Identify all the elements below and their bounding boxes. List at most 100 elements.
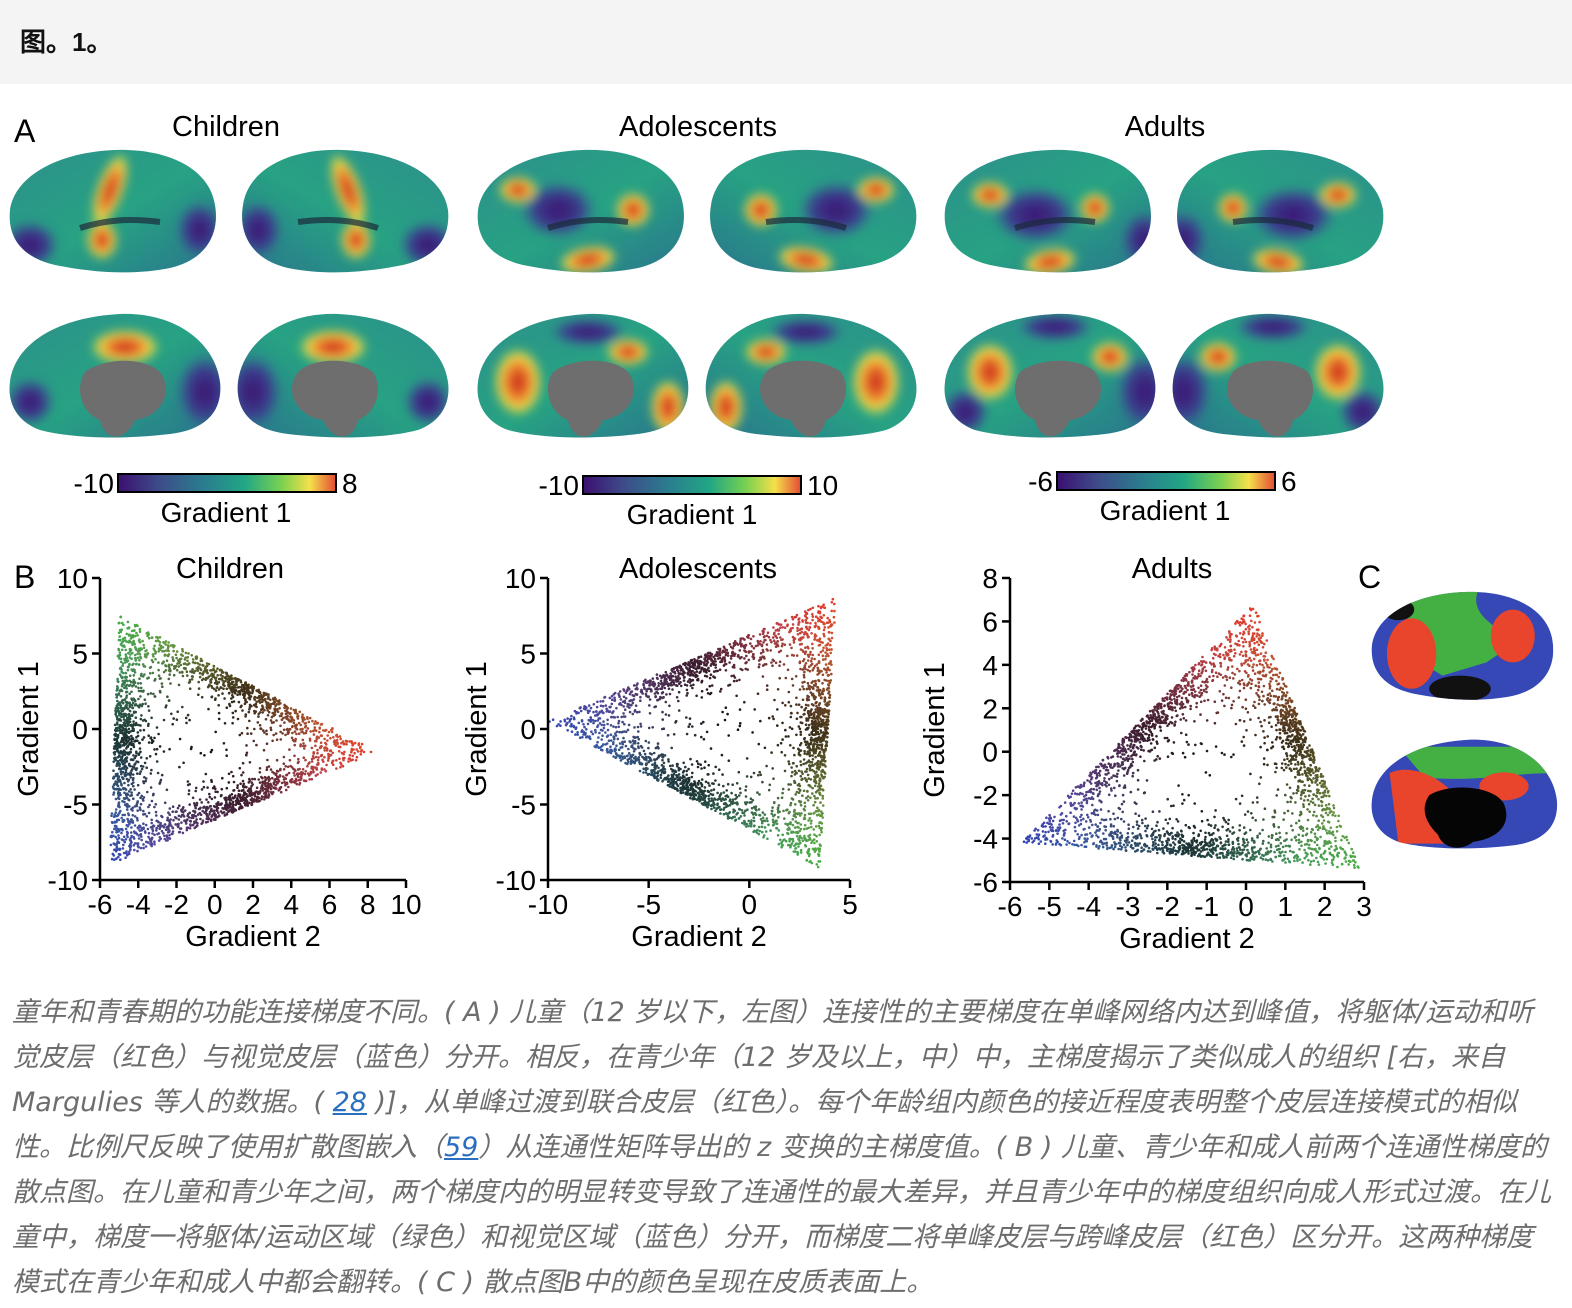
scatter-point (679, 681, 682, 684)
scatter-point (133, 788, 136, 791)
scatter-point (156, 832, 159, 836)
scatter-point (287, 785, 290, 789)
scatter-point (118, 651, 122, 654)
scatter-point (175, 816, 178, 820)
scatter-point (182, 666, 186, 670)
scatter-point (248, 719, 251, 723)
scatter-point (777, 650, 781, 654)
scatter-point (319, 741, 323, 744)
scatter-point (132, 683, 136, 687)
scatter-point (795, 613, 799, 617)
scatter-point (286, 727, 289, 731)
scatter-point (803, 805, 807, 808)
scatter-point (789, 704, 793, 708)
scatter-point (299, 744, 302, 748)
scatter-point (732, 644, 736, 647)
scatter-point (223, 722, 227, 725)
scatter-point (642, 767, 645, 771)
scatter-point (268, 786, 272, 789)
x-tick-label: 4 (283, 889, 299, 920)
scatter-point (716, 803, 719, 807)
scatter-point (637, 730, 640, 733)
scatter-point (771, 767, 774, 770)
scatter-point (733, 652, 737, 656)
scatter-point (115, 842, 119, 845)
scatter-point (803, 740, 807, 743)
scatter-point (131, 809, 134, 812)
scatter-point (741, 821, 744, 825)
scatter-point (795, 764, 798, 768)
scatter-point (803, 670, 806, 674)
scatter-point (786, 832, 790, 835)
scatter-point (150, 768, 153, 772)
scatter-point (369, 750, 373, 754)
y-axis-label: Gradient 1 (13, 661, 45, 796)
scatter-point (299, 778, 302, 782)
scatter-point (656, 698, 659, 702)
scatter-point (743, 814, 746, 817)
scatter-point (703, 789, 707, 793)
scatter-point (165, 788, 169, 792)
scatter-point (127, 736, 131, 739)
scatter-point (245, 751, 249, 755)
scatter-point (812, 704, 815, 707)
scatter-point (293, 730, 297, 733)
scatter-point (256, 696, 260, 700)
scatter-point (585, 728, 588, 731)
scatter-point (110, 812, 114, 815)
scatter-point (236, 717, 240, 721)
scatter-point (146, 827, 150, 831)
scatter-point (817, 644, 821, 647)
scatter-point (267, 693, 270, 696)
scatter-point (150, 818, 153, 822)
scatter-point (136, 844, 140, 848)
scatter-point (765, 764, 768, 768)
scatter-point (132, 784, 135, 788)
scatter-point (230, 793, 234, 796)
scatter-point (232, 789, 235, 792)
scatter-point (656, 756, 660, 759)
scatter-point (245, 753, 248, 757)
scatter-point (670, 779, 674, 782)
scatter-point (699, 789, 702, 793)
scatter-point (289, 764, 292, 768)
scatter-point (114, 709, 117, 712)
scatter-point (738, 808, 742, 811)
scatter-point (189, 824, 192, 827)
scatter-point (175, 656, 178, 660)
scatter-point (227, 772, 231, 776)
scatter-point (117, 712, 121, 715)
scatter-point (712, 801, 715, 804)
scatter-point (190, 678, 194, 681)
scatter-point (243, 694, 246, 698)
scatter-point (723, 718, 727, 722)
scatter-point (340, 741, 343, 745)
scatter-point (811, 642, 814, 646)
scatter-point (155, 829, 158, 832)
scatter-point (291, 738, 295, 742)
scatter-point (127, 762, 131, 766)
scatter-point (149, 826, 153, 829)
scatter-point (313, 722, 316, 725)
scatter-point (193, 661, 197, 665)
scatter-point (293, 743, 297, 747)
scatter-point (188, 718, 191, 722)
scatter-point (125, 690, 129, 694)
scatter-point (113, 824, 117, 828)
scatter-point (699, 670, 702, 673)
scatter-point (209, 681, 212, 684)
scatter-point (802, 713, 805, 716)
scatter-point (119, 770, 123, 773)
scatter-point (214, 730, 217, 734)
scatter-point (168, 807, 172, 810)
scatter-point (712, 675, 715, 678)
scatter-point (754, 807, 757, 811)
panel-A-group-title: Adults (1125, 111, 1206, 143)
scatter-point (127, 626, 131, 630)
scatter-point (142, 646, 146, 650)
scatter-point (136, 731, 140, 734)
scatter-point (632, 747, 635, 750)
scatter-point (187, 652, 190, 655)
scatter-point (807, 704, 810, 707)
scatter-point (781, 721, 784, 725)
